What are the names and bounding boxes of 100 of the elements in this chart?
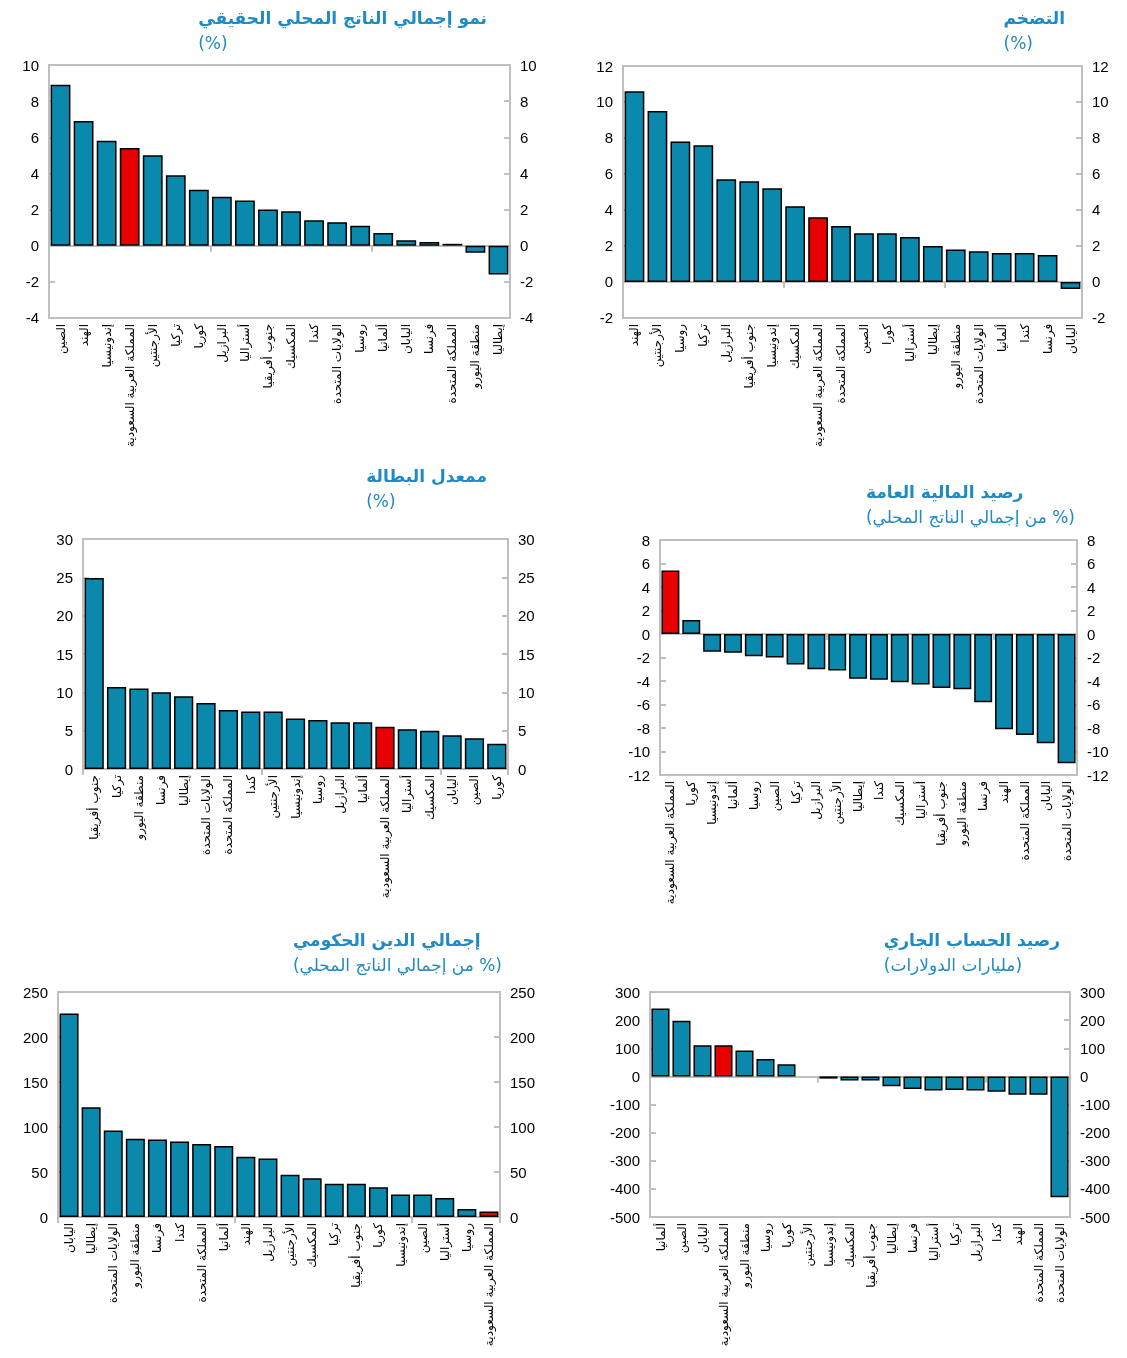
y2-tick-label: 250 xyxy=(510,983,536,1001)
x-tick-label: المملكة المتحدة xyxy=(221,775,236,855)
y-tick-label: 0 xyxy=(39,1208,48,1226)
y2-tick-label: -4 xyxy=(1087,672,1101,690)
y2-tick-label: -12 xyxy=(1087,766,1109,784)
x-tick-label: ألمانيا xyxy=(354,775,370,804)
chart-title: رصيد الحساب الجاري xyxy=(883,929,1061,951)
bar xyxy=(211,196,232,246)
x-tick-label: أستراليا xyxy=(901,323,918,362)
x-tick-label: البرازيل xyxy=(968,1223,984,1262)
x-tick-label: الأرجنتين xyxy=(649,323,666,368)
y-tick-label: 2 xyxy=(30,201,39,218)
bar xyxy=(807,634,826,670)
y2-tick-label: 20 xyxy=(518,607,535,625)
x-tick-label: فرنسا xyxy=(905,1223,921,1254)
bar xyxy=(953,634,972,690)
x-tick-label: المكسيك xyxy=(305,1223,320,1268)
x-tick-label: الهند xyxy=(627,323,642,347)
bar xyxy=(877,233,897,282)
y-tick-label: 25 xyxy=(56,568,73,586)
x-tick-label: روسيا xyxy=(746,780,762,810)
y2-tick-label: 50 xyxy=(510,1163,527,1181)
y-tick-label: -4 xyxy=(636,672,650,690)
y-tick-label: 150 xyxy=(22,1073,48,1091)
bar xyxy=(966,1076,985,1091)
x-tick-label: الولايات المتحدة xyxy=(1059,781,1075,862)
bar xyxy=(882,1076,901,1087)
bar xyxy=(465,245,486,253)
x-tick-label: الأرجنتين xyxy=(829,781,846,825)
bar xyxy=(235,200,255,246)
y2-tick-label: 30 xyxy=(518,530,535,548)
bar xyxy=(346,1183,366,1217)
x-tick-label: إيطاليا xyxy=(491,323,506,355)
y-tick-label: 100 xyxy=(614,1039,640,1057)
y-tick-label: 6 xyxy=(641,555,650,572)
x-tick-label: المملكة العربية السعودية xyxy=(716,1223,732,1347)
y2-tick-label: -4 xyxy=(520,309,534,327)
y2-tick-label: 15 xyxy=(518,645,535,663)
bar xyxy=(119,148,140,246)
bar xyxy=(214,1145,234,1217)
y2-tick-label: 200 xyxy=(510,1028,536,1046)
chart-subtitle: (%) xyxy=(366,490,396,511)
bar xyxy=(73,120,94,246)
y-tick-label: 20 xyxy=(56,607,73,625)
x-tick-label: إندونيسيا xyxy=(765,323,781,368)
bar xyxy=(661,570,680,634)
x-tick-label: اليابان xyxy=(399,323,414,354)
x-tick-label: إيطاليا xyxy=(84,1223,99,1255)
y2-tick-label: -200 xyxy=(1080,1124,1111,1142)
y-tick-label: 200 xyxy=(22,1028,48,1046)
bar xyxy=(765,634,784,658)
x-tick-label: كوريا xyxy=(684,780,700,806)
bar xyxy=(624,91,645,282)
x-tick-label: الصين xyxy=(53,323,69,355)
bar xyxy=(1015,634,1034,736)
x-tick-label: إيطاليا xyxy=(851,781,866,813)
bar xyxy=(435,1198,455,1217)
y2-tick-label: 150 xyxy=(510,1073,536,1091)
y-tick-label: 50 xyxy=(31,1163,48,1181)
bar xyxy=(744,634,763,657)
y2-tick-label: 200 xyxy=(1080,1011,1106,1029)
bar xyxy=(413,1194,433,1217)
y-tick-label: 10 xyxy=(56,683,73,701)
x-tick-label: تركيا xyxy=(109,775,125,798)
bar xyxy=(785,206,805,282)
bar xyxy=(236,1156,256,1217)
bar xyxy=(263,711,283,769)
x-tick-label: جنوب أفريقيا xyxy=(741,323,758,389)
y2-tick-label: 10 xyxy=(520,56,537,74)
x-tick-label: البرازيل xyxy=(333,775,349,814)
chart-subtitle: (% من إجمالي الناتج المحلي) xyxy=(292,954,503,976)
x-tick-label: الأرجنتين xyxy=(144,323,161,368)
x-tick-label: الصين xyxy=(674,1223,690,1254)
y-tick-label: 5 xyxy=(64,722,73,740)
y2-tick-label: -500 xyxy=(1080,1208,1111,1226)
bar xyxy=(1037,254,1058,282)
y-tick-label: 0 xyxy=(641,625,650,643)
x-tick-label: المكسيك xyxy=(842,1223,857,1268)
bar xyxy=(147,1139,167,1217)
x-tick-label: جنوب أفريقيا xyxy=(259,323,276,389)
x-tick-label: أستراليا xyxy=(925,1223,942,1261)
bar xyxy=(327,222,348,246)
y2-tick-label: 2 xyxy=(520,201,529,218)
bar xyxy=(777,1064,796,1077)
x-tick-label: كوريا xyxy=(191,323,207,349)
bar xyxy=(1060,281,1081,290)
chart-subtitle: (%) xyxy=(1003,32,1033,53)
x-tick-label: المملكة المتحدة xyxy=(445,323,460,404)
y-tick-label: -2 xyxy=(599,309,613,327)
y-tick-label: -10 xyxy=(628,743,650,760)
y2-tick-label: 12 xyxy=(1092,57,1109,75)
bar xyxy=(84,578,104,769)
x-tick-label: منطقة اليورو xyxy=(131,775,147,841)
y-tick-label: 200 xyxy=(614,1011,640,1029)
y2-tick-label: 0 xyxy=(518,760,527,778)
y-tick-label: 0 xyxy=(631,1067,640,1085)
y-tick-label: 8 xyxy=(641,531,650,549)
y-tick-label: -12 xyxy=(628,766,650,784)
x-tick-label: كندا xyxy=(1017,323,1032,343)
x-tick-label: منطقة اليورو xyxy=(468,323,484,390)
